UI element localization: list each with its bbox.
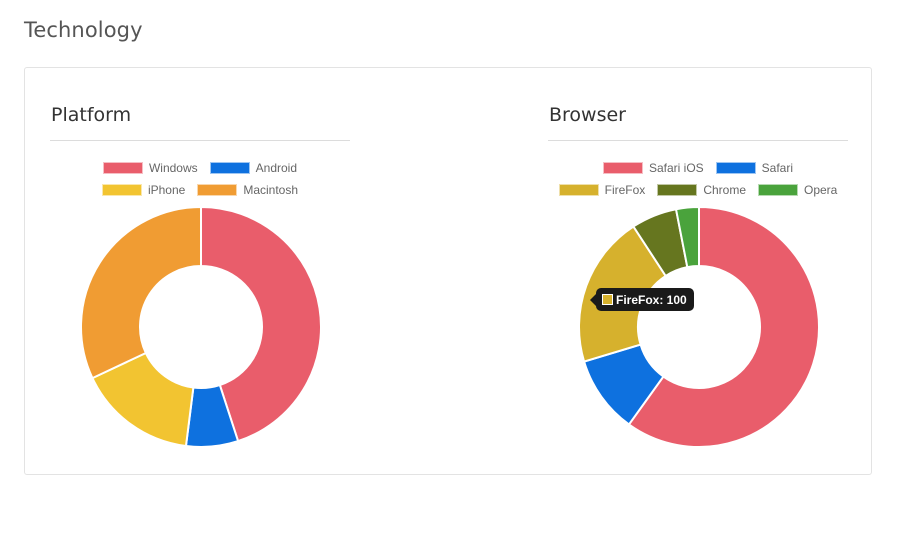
platform-legend-item-iphone[interactable]: iPhone xyxy=(101,181,186,199)
platform-chart-title: Platform xyxy=(51,104,132,126)
legend-label-safari: Safari xyxy=(761,161,794,175)
legend-swatch-macintosh xyxy=(197,184,238,196)
platform-legend-item-android[interactable]: Android xyxy=(209,159,298,177)
tooltip-text: FireFox: 100 xyxy=(616,292,687,307)
legend-swatch-iphone xyxy=(101,184,142,196)
legend-label-firefox: FireFox xyxy=(604,183,646,197)
browser-title-divider xyxy=(548,140,848,141)
browser-legend-item-firefox[interactable]: FireFox xyxy=(558,181,646,199)
legend-swatch-opera xyxy=(758,184,798,196)
legend-swatch-android xyxy=(209,162,250,174)
legend-swatch-windows xyxy=(102,162,143,174)
platform-legend-item-windows[interactable]: Windows xyxy=(102,159,198,177)
legend-swatch-firefox xyxy=(558,184,599,196)
browser-chart-title: Browser xyxy=(549,104,626,126)
legend-label-windows: Windows xyxy=(148,161,198,175)
legend-swatch-safari xyxy=(715,162,756,174)
legend-label-macintosh: Macintosh xyxy=(243,183,299,197)
platform-legend: Windows Android iPhone Macintosh xyxy=(50,159,350,199)
legend-swatch-safari-ios xyxy=(602,162,643,174)
donut-slice-windows[interactable] xyxy=(200,206,322,443)
browser-chart-panel: Browser Safari iOS Safari FireFox Chrome… xyxy=(548,68,848,468)
legend-swatch-chrome xyxy=(657,184,698,196)
donut-slice-safari-ios[interactable] xyxy=(627,206,820,448)
browser-legend: Safari iOS Safari FireFox Chrome Opera xyxy=(548,159,848,199)
platform-chart-panel: Platform Windows Android iPhone Macintos… xyxy=(50,68,350,468)
platform-donut-chart[interactable] xyxy=(80,206,322,448)
technology-card: Platform Windows Android iPhone Macintos… xyxy=(24,67,872,475)
browser-legend-item-safari-ios[interactable]: Safari iOS xyxy=(602,159,704,177)
donut-slice-opera[interactable] xyxy=(674,206,700,269)
donut-slice-macintosh[interactable] xyxy=(80,206,202,380)
browser-donut-chart[interactable] xyxy=(578,206,820,448)
page-title: Technology xyxy=(24,18,143,42)
tooltip-swatch xyxy=(602,294,613,305)
legend-label-chrome: Chrome xyxy=(703,183,746,197)
browser-legend-item-opera[interactable]: Opera xyxy=(758,181,837,199)
legend-label-safari-ios: Safari iOS xyxy=(648,161,704,175)
browser-legend-item-safari[interactable]: Safari xyxy=(715,159,794,177)
legend-label-android: Android xyxy=(255,161,298,175)
legend-label-opera: Opera xyxy=(804,183,838,197)
browser-legend-item-chrome[interactable]: Chrome xyxy=(657,181,746,199)
legend-label-iphone: iPhone xyxy=(147,183,186,197)
platform-legend-item-macintosh[interactable]: Macintosh xyxy=(197,181,298,199)
chart-tooltip: FireFox: 100 xyxy=(590,288,694,311)
platform-title-divider xyxy=(50,140,350,141)
